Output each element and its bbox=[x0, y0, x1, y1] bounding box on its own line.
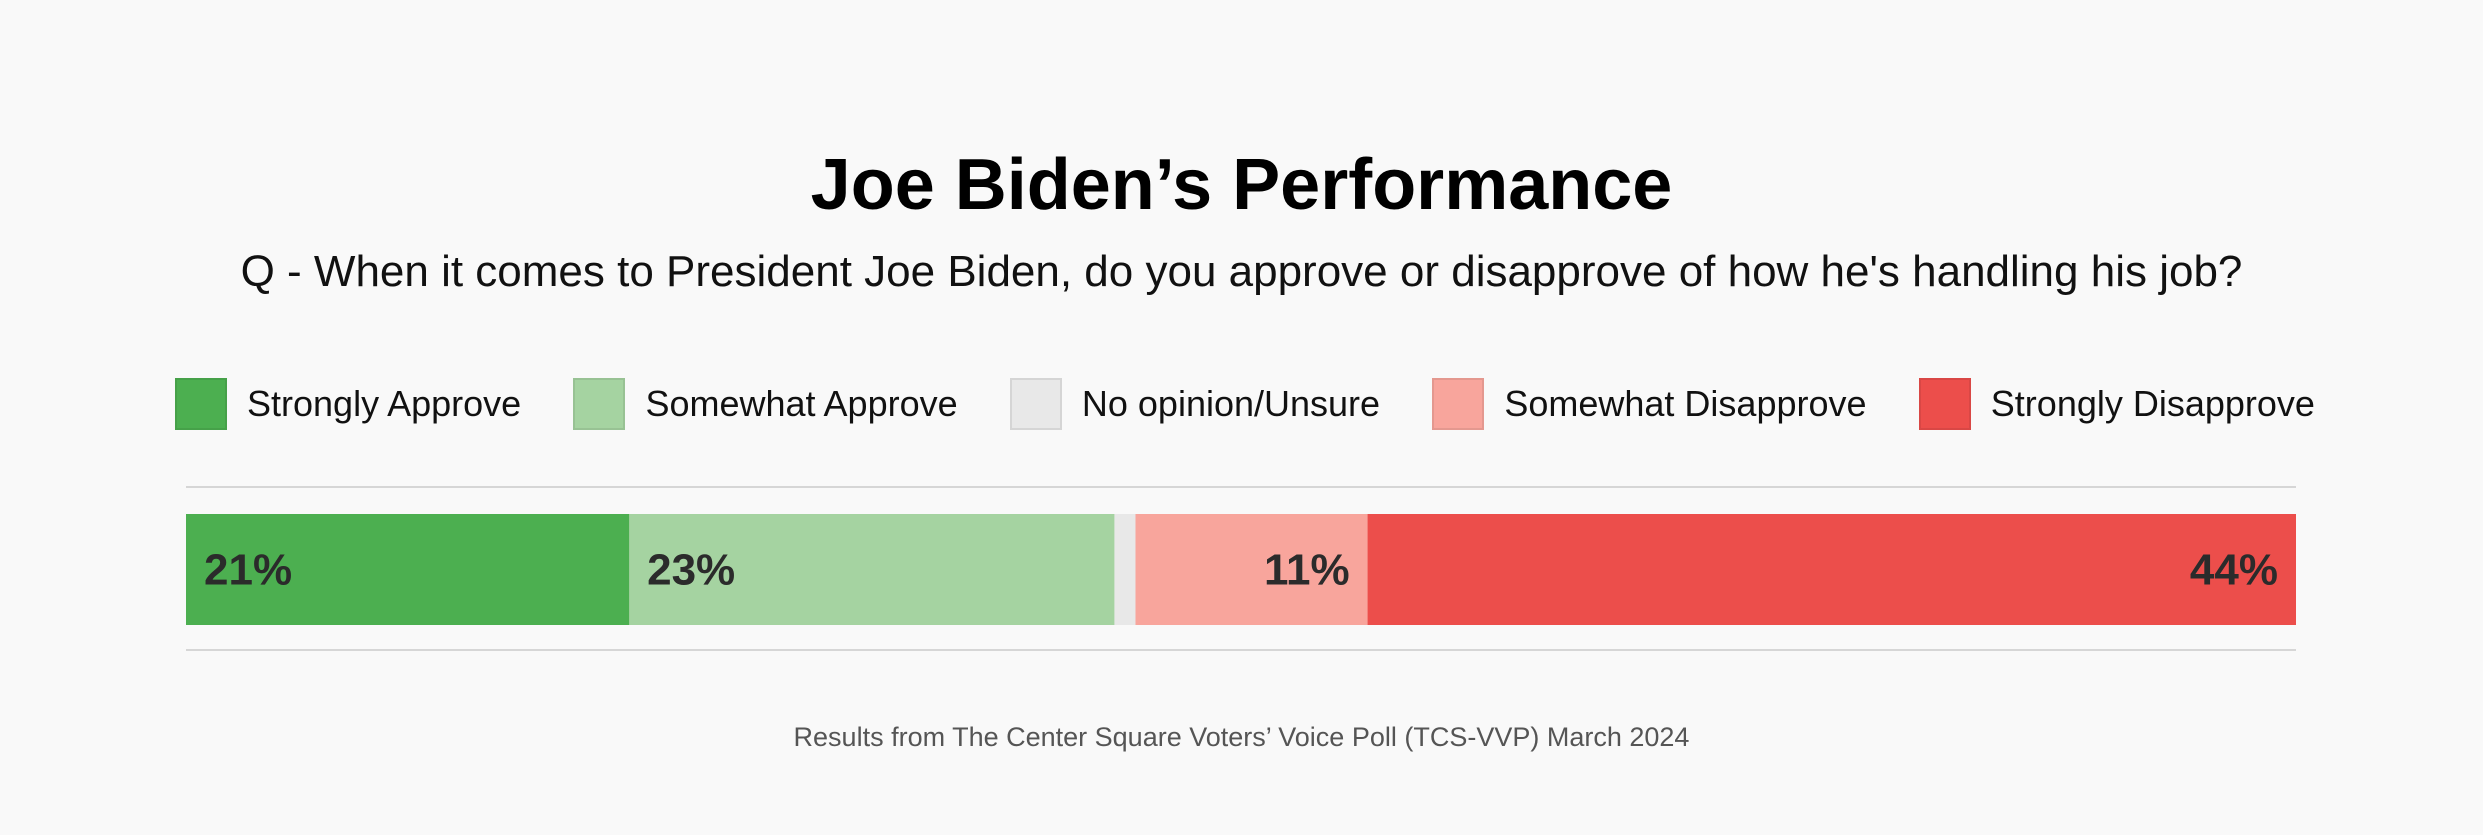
bar-segment-somewhat-approve bbox=[629, 514, 1115, 625]
bar-segment-no-opinion-unsure bbox=[1114, 514, 1136, 625]
stacked-bar-chart: 21% 23% 11% 44% bbox=[186, 514, 2296, 625]
legend-item-somewhat-disapprove: Somewhat Disapprove bbox=[1432, 378, 1867, 430]
legend-item-strongly-disapprove: Strongly Disapprove bbox=[1918, 378, 2315, 430]
legend-item-strongly-approve: Strongly Approve bbox=[175, 378, 521, 430]
legend-label: Somewhat Disapprove bbox=[1504, 383, 1867, 424]
legend-label: Strongly Disapprove bbox=[1990, 383, 2315, 424]
legend-swatch bbox=[1432, 378, 1485, 430]
legend-swatch bbox=[1918, 378, 1971, 430]
data-label-strongly-disapprove: 44% bbox=[2190, 546, 2278, 595]
legend-swatch bbox=[175, 378, 227, 430]
source-note: Results from The Center Square Voters’ V… bbox=[793, 722, 1690, 752]
data-label-somewhat-disapprove: 11% bbox=[1264, 546, 1350, 595]
legend: Strongly Approve Somewhat Approve No opi… bbox=[175, 375, 2315, 433]
legend-swatch bbox=[1009, 378, 1062, 430]
legend-label: No opinion/Unsure bbox=[1081, 383, 1381, 424]
bar-segment-strongly-disapprove bbox=[1367, 514, 2296, 625]
chart-title: Joe Biden’s Performance bbox=[810, 145, 1673, 225]
legend-label: Somewhat Approve bbox=[645, 383, 958, 424]
bar-segment-strongly-approve bbox=[186, 514, 630, 625]
legend-label: Strongly Approve bbox=[247, 383, 522, 424]
legend-item-somewhat-approve: Somewhat Approve bbox=[573, 378, 958, 430]
bottom-divider bbox=[186, 649, 2296, 651]
data-label-strongly-approve: 21% bbox=[204, 546, 292, 595]
bar-segment-somewhat-disapprove bbox=[1135, 514, 1369, 625]
top-divider bbox=[186, 486, 2296, 488]
legend-item-no-opinion: No opinion/Unsure bbox=[1009, 378, 1381, 430]
legend-swatch bbox=[573, 378, 626, 430]
data-label-somewhat-approve: 23% bbox=[647, 546, 735, 595]
chart-subtitle: Q - When it comes to President Joe Biden… bbox=[240, 247, 2243, 296]
